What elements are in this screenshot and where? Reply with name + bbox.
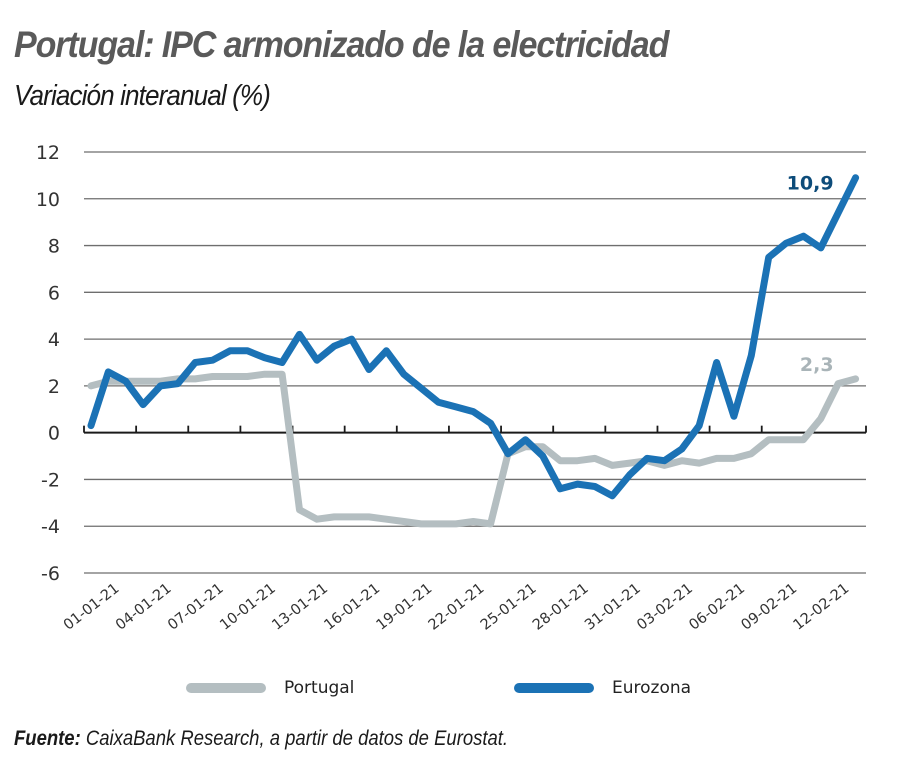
- source-text: CaixaBank Research, a partir de datos de…: [80, 727, 509, 750]
- chart-subtitle: Variación interanual (%): [14, 80, 271, 112]
- series-line-portugal: [87, 370, 860, 528]
- x-tick-label: 09-02-21: [739, 581, 801, 634]
- y-tick-label: -2: [41, 469, 60, 491]
- x-tick-label: 22-01-21: [426, 581, 488, 634]
- y-tick-label: 12: [36, 142, 60, 164]
- end-label-eurozona: 10,9: [787, 173, 834, 195]
- x-tick-label: 07-01-21: [165, 581, 227, 634]
- y-axis-ticks: 12 10 8 6 4 2 0 -2 -4 -6: [36, 142, 60, 585]
- source-note: Fuente: CaixaBank Research, a partir de …: [14, 727, 508, 751]
- x-tick-label: 01-01-21: [61, 581, 123, 634]
- x-tick-label: 25-01-21: [478, 581, 540, 634]
- line-chart: 12 10 8 6 4 2 0 -2 -4 -6 01-01-2104-01-2107-01-21…: [36, 142, 867, 634]
- legend-label-eurozona: Eurozona: [612, 678, 692, 698]
- x-axis: [83, 425, 867, 434]
- x-tick-label: 06-02-21: [686, 581, 748, 634]
- x-axis-labels: 01-01-2104-01-2107-01-2110-01-2113-01-21…: [61, 581, 853, 634]
- x-tick-label: 03-02-21: [634, 581, 696, 634]
- y-tick-label: 6: [48, 282, 60, 304]
- y-tick-label: -6: [41, 563, 60, 585]
- end-labels: 2,3 10,9: [787, 173, 834, 376]
- x-tick-label: 12-02-21: [791, 581, 853, 634]
- x-tick-label: 04-01-21: [113, 581, 175, 634]
- end-label-portugal: 2,3: [800, 354, 834, 376]
- chart-title: Portugal: IPC armonizado de la electrici…: [14, 24, 669, 65]
- y-tick-label: 10: [36, 189, 60, 211]
- legend-swatch-portugal: [186, 683, 266, 693]
- x-tick-label: 13-01-21: [269, 581, 331, 634]
- x-tick-label: 28-01-21: [530, 581, 592, 634]
- source-prefix: Fuente:: [14, 727, 81, 750]
- x-tick-label: 10-01-21: [217, 581, 279, 634]
- x-tick-label: 31-01-21: [582, 581, 644, 634]
- gridlines: [84, 151, 866, 574]
- series-lines: [87, 174, 860, 528]
- legend-swatch-eurozona: [514, 683, 594, 693]
- series-line-eurozona: [87, 174, 860, 500]
- x-tick-label: 19-01-21: [374, 581, 436, 634]
- y-tick-label: 4: [48, 329, 60, 351]
- y-tick-label: 0: [48, 423, 60, 445]
- legend-item-eurozona: Eurozona: [514, 678, 691, 698]
- x-tick-label: 16-01-21: [321, 581, 383, 634]
- y-tick-label: -4: [41, 516, 60, 538]
- y-tick-label: 2: [48, 376, 60, 398]
- legend-label-portugal: Portugal: [284, 678, 355, 698]
- legend-item-portugal: Portugal: [186, 678, 354, 698]
- y-tick-label: 8: [48, 236, 60, 258]
